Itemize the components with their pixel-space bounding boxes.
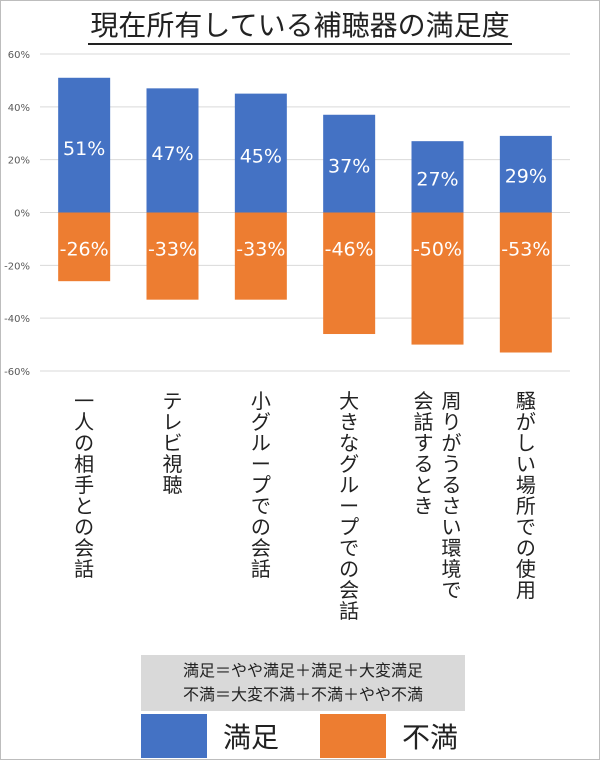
data-label-satisfied: 29%: [505, 166, 547, 188]
x-axis-categories: 一人の相手との会話 テレビ視聴 小グループでの会話 大きなグループでの会話 周りがうるさ…: [74, 389, 536, 623]
category-label-line: 小グループでの会話: [251, 389, 271, 581]
bar-dissatisfied: [323, 212, 376, 335]
y-tick-label: -40%: [4, 314, 30, 325]
bar-dissatisfied: [58, 212, 111, 282]
bar-satisfied: [58, 77, 111, 213]
legend-item-satisfied: 満足: [141, 714, 279, 758]
category-label: 大きなグループでの会話: [339, 389, 359, 623]
category-label-line: 一人の相手との会話: [74, 389, 94, 581]
category-label: 小グループでの会話: [251, 389, 271, 581]
category-label: テレビ視聴: [163, 389, 183, 497]
bar-dissatisfied: [234, 212, 287, 300]
bars: [58, 77, 552, 353]
bar-dissatisfied: [411, 212, 464, 345]
gridlines: [40, 53, 570, 372]
data-label-satisfied: 51%: [63, 138, 105, 160]
category-label-line: 会話するとき: [414, 389, 434, 518]
category-label-line: 大きなグループでの会話: [339, 389, 359, 623]
data-label-satisfied: 47%: [151, 143, 193, 165]
note-dissatisfied-definition: 不満＝大変不満＋不満＋やや不満: [182, 685, 423, 704]
bar-satisfied: [323, 114, 376, 213]
category-label: 騒がしい場所での使用: [516, 389, 536, 602]
y-tick-label: 40%: [8, 103, 30, 114]
category-label: 一人の相手との会話: [74, 389, 94, 581]
definition-note: 満足＝やや満足＋満足＋大変満足 不満＝大変不満＋不満＋やや不満: [141, 655, 465, 711]
category-label-line: テレビ視聴: [163, 389, 183, 497]
data-label-dissatisfied: -33%: [236, 239, 285, 261]
note-satisfied-definition: 満足＝やや満足＋満足＋大変満足: [182, 661, 423, 680]
y-tick-label: -20%: [4, 261, 30, 272]
y-axis-ticks: 60% 40% 20% 0% -20% -40% -60%: [4, 50, 30, 378]
bar-dissatisfied: [499, 212, 552, 353]
y-tick-label: 20%: [8, 156, 30, 167]
data-labels: 51% 47% 45% 37% 27% 29% -26% -33% -33% -46% -50% -5…: [60, 138, 551, 261]
bar-dissatisfied: [146, 212, 199, 300]
category-label-line: 周りがうるさい環境で: [442, 389, 462, 602]
data-label-dissatisfied: -33%: [148, 239, 197, 261]
y-tick-label: 60%: [8, 50, 30, 61]
data-label-dissatisfied: -26%: [60, 239, 109, 261]
y-tick-label: 0%: [14, 209, 30, 220]
legend-swatch-satisfied: [141, 714, 207, 758]
legend-swatch-dissatisfied: [320, 714, 386, 758]
data-label-satisfied: 37%: [328, 156, 370, 178]
legend-item-dissatisfied: 不満: [320, 714, 458, 758]
bar-satisfied: [234, 93, 287, 213]
y-tick-label: -60%: [4, 367, 30, 378]
bar-satisfied: [499, 135, 552, 213]
data-label-dissatisfied: -46%: [325, 239, 374, 261]
category-label-line: 騒がしい場所での使用: [516, 389, 536, 602]
legend-label-satisfied: 満足: [223, 721, 280, 754]
data-label-dissatisfied: -53%: [501, 239, 550, 261]
legend-label-dissatisfied: 不満: [402, 721, 459, 754]
bar-satisfied: [411, 141, 464, 213]
data-label-satisfied: 45%: [240, 145, 282, 167]
chart-title: 現在所有している補聴器の満足度: [0, 4, 600, 45]
data-label-dissatisfied: -50%: [413, 239, 462, 261]
bar-satisfied: [146, 88, 199, 213]
bar-chart: 60% 40% 20% 0% -20% -40% -60% 51% 47% 45% 37% 27% 2…: [4, 50, 570, 623]
data-label-satisfied: 27%: [416, 168, 458, 190]
